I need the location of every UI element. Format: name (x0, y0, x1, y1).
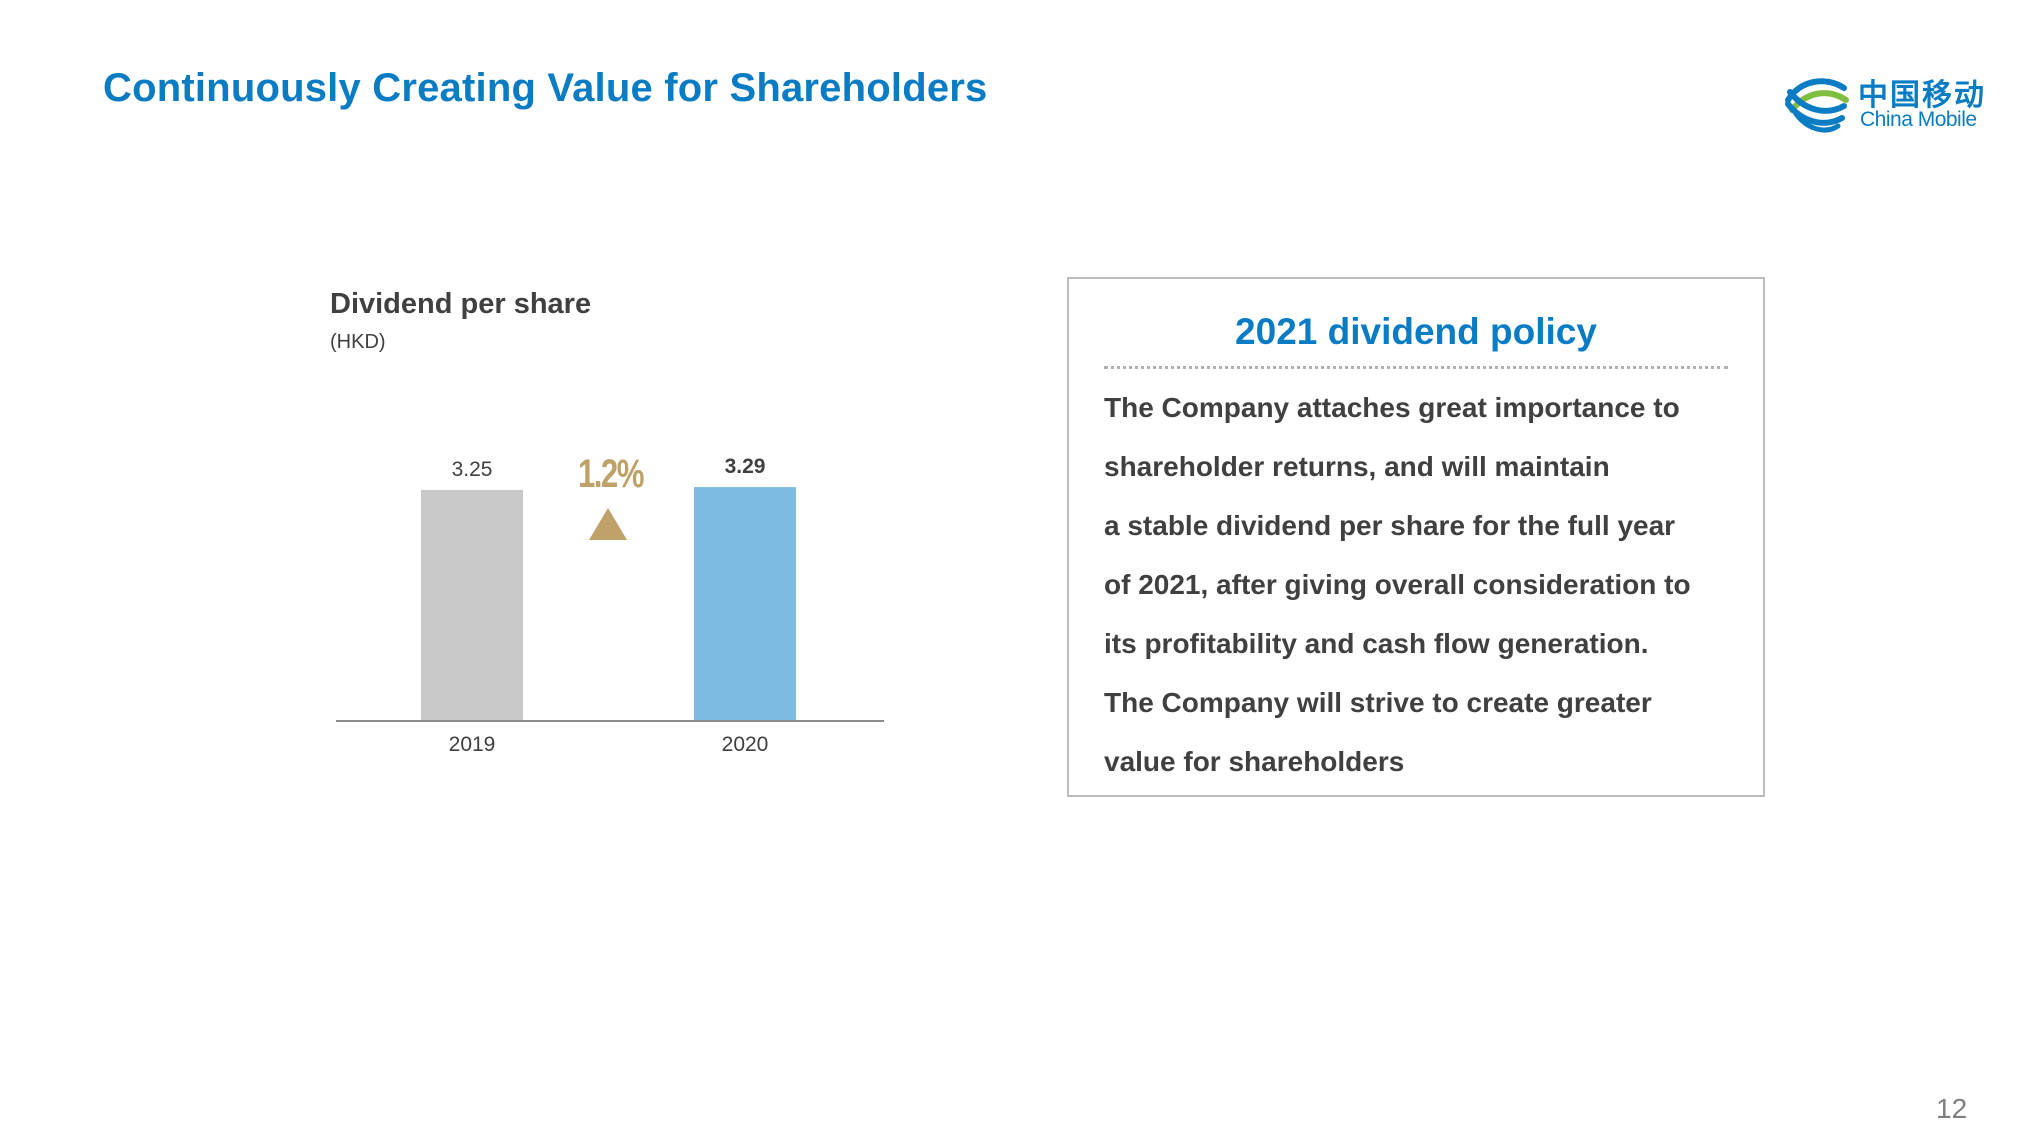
category-label-2019: 2019 (449, 733, 496, 756)
policy-line: of 2021, after giving overall considerat… (1104, 569, 1691, 600)
china-mobile-logo-icon (1785, 78, 1849, 133)
policy-line: The Company attaches great importance to (1104, 392, 1680, 423)
chart-unit: (HKD) (330, 331, 386, 353)
bar-2019 (421, 489, 523, 720)
policy-line: shareholder returns, and will maintain (1104, 451, 1610, 482)
policy-line: The Company will strive to create greate… (1104, 687, 1652, 718)
policy-title: 2021 dividend policy (1235, 311, 1597, 352)
value-label-2019: 3.25 (452, 458, 493, 481)
category-label-2020: 2020 (722, 733, 769, 756)
dividend-bar-chart: 3.25 2019 3.29 2020 (336, 455, 884, 756)
logo-chinese-text: 中国移动 (1858, 79, 1986, 112)
policy-text: The Company attaches great importance to… (1104, 387, 1691, 800)
logo-english-text: China Mobile (1860, 108, 1977, 131)
page-title: Continuously Creating Value for Sharehol… (103, 66, 988, 110)
dotted-divider (1104, 366, 1728, 369)
china-mobile-logo: 中国移动 China Mobile (1782, 66, 2002, 138)
dividend-policy-box: 2021 dividend policy The Company attache… (1067, 277, 1765, 797)
policy-line: value for shareholders (1104, 746, 1405, 777)
policy-line: its profitability and cash flow generati… (1104, 628, 1649, 659)
growth-percentage: 1.2% (578, 452, 644, 496)
chart-title: Dividend per share (330, 288, 592, 320)
bar-2020 (694, 487, 796, 720)
value-label-2020: 3.29 (725, 455, 766, 478)
policy-line: a stable dividend per share for the full… (1104, 510, 1676, 541)
up-triangle-icon (589, 508, 627, 540)
page-number: 12 (1936, 1093, 1968, 1124)
